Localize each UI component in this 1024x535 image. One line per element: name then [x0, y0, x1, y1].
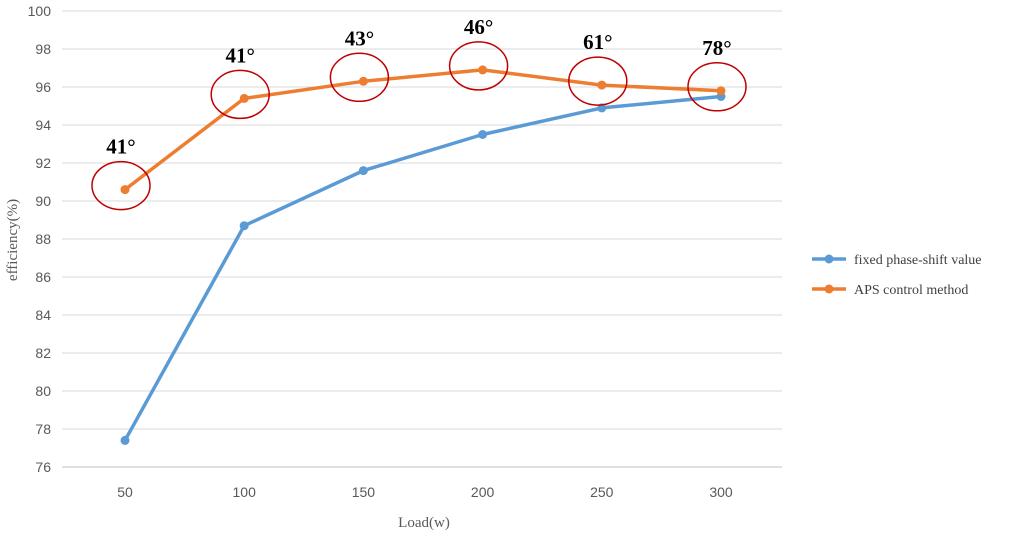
annotation-circle: [329, 52, 390, 103]
y-tick-label: 90: [35, 193, 51, 209]
angle-annotations: 41° 41° 43° 46° 61° 78°: [91, 15, 747, 211]
annotation-circle: [687, 62, 747, 112]
data-point: [239, 221, 249, 231]
legend-marker: [824, 284, 834, 294]
annotation-circle: [448, 41, 509, 91]
y-tick-label: 96: [35, 79, 51, 95]
annotation-circle: [568, 56, 628, 106]
data-point: [597, 80, 607, 90]
legend-label: fixed phase-shift value: [854, 253, 982, 268]
legend-item: fixed phase-shift value: [812, 253, 982, 268]
x-tick-label: 200: [471, 484, 495, 500]
y-tick-labels: 76 78 80 82 84 86 88 90 92 94 96 98 100: [28, 3, 52, 475]
y-tick-label: 94: [35, 117, 51, 133]
angle-label: 41°: [225, 43, 254, 67]
x-tick-label: 100: [233, 484, 257, 500]
series-0: [120, 92, 726, 445]
x-axis-title: Load(w): [398, 515, 450, 531]
annotation-circle: [91, 160, 151, 211]
angle-label: 78°: [702, 36, 731, 60]
series-lines: [120, 65, 726, 445]
x-tick-label: 50: [117, 484, 133, 500]
data-point: [478, 130, 488, 139]
gridlines: [62, 10, 782, 468]
series-line: [123, 94, 723, 443]
y-tick-label: 84: [35, 307, 51, 323]
data-point: [120, 435, 130, 445]
x-tick-labels: 50 100 150 200 250 300: [117, 484, 733, 500]
angle-label: 46°: [464, 15, 493, 39]
angle-label: 43°: [345, 26, 374, 50]
angle-label: 41°: [106, 135, 135, 159]
legend: fixed phase-shift value APS control metho…: [812, 253, 982, 298]
x-tick-label: 250: [590, 484, 614, 500]
y-tick-label: 98: [35, 41, 51, 57]
y-tick-label: 78: [35, 421, 51, 437]
series-line: [123, 68, 723, 192]
y-tick-label: 86: [35, 269, 51, 285]
series-1: [120, 65, 726, 195]
data-point: [120, 185, 130, 195]
angle-label: 61°: [583, 30, 612, 54]
annotation-circle: [210, 69, 270, 120]
legend-label: APS control method: [854, 283, 968, 298]
y-tick-label: 80: [35, 383, 51, 399]
y-axis-title: efficiency(%): [5, 199, 21, 281]
data-point: [358, 166, 368, 176]
y-tick-label: 100: [28, 3, 52, 19]
data-point: [358, 76, 368, 86]
x-tick-label: 150: [352, 484, 376, 500]
data-point: [716, 86, 726, 96]
data-point: [239, 93, 249, 103]
legend-item: APS control method: [812, 283, 968, 298]
legend-marker: [824, 254, 834, 264]
y-tick-label: 92: [35, 155, 51, 171]
x-tick-label: 300: [709, 484, 733, 500]
data-point: [478, 65, 488, 75]
y-tick-label: 88: [35, 231, 51, 247]
y-tick-label: 76: [35, 459, 51, 475]
y-tick-label: 82: [35, 345, 51, 361]
